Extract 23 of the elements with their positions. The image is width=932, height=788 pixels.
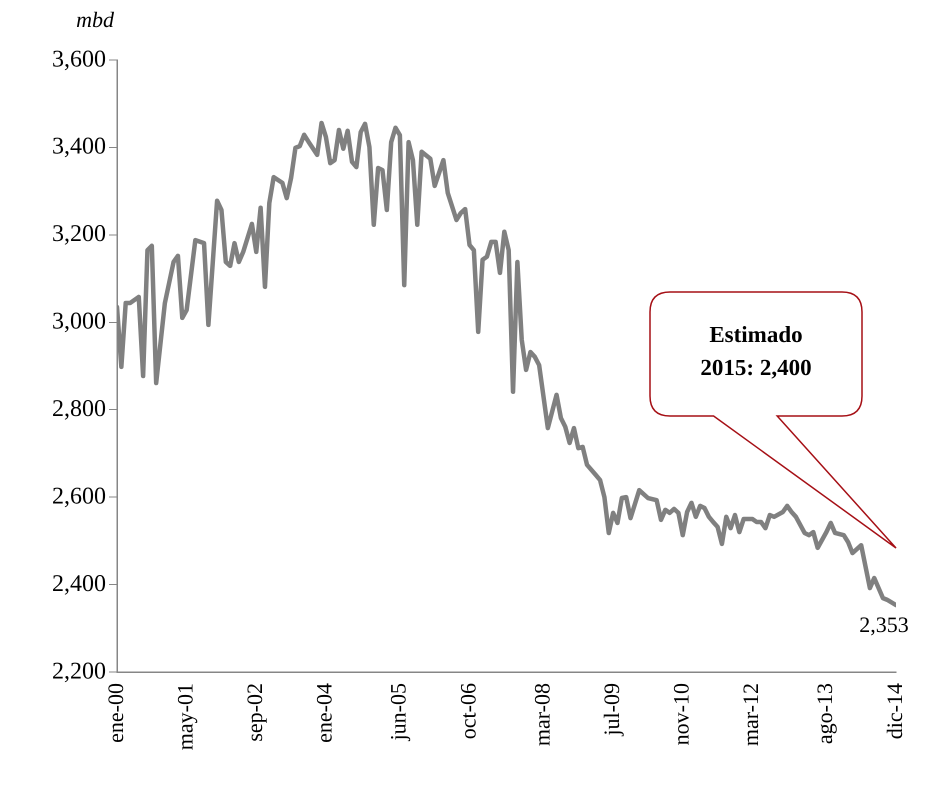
- y-tick-label: 3,600: [52, 46, 106, 72]
- y-tick-label: 2,200: [52, 658, 106, 684]
- annotation: 2,353: [859, 612, 909, 637]
- x-tick-label: mar-12: [738, 683, 764, 746]
- x-tick-label: ago-13: [812, 683, 838, 744]
- x-tick-label: jul-09: [598, 683, 624, 737]
- annotation: Estimado 2015: 2,400: [699, 321, 813, 382]
- x-tick-label: ene-00: [102, 683, 128, 743]
- y-tick-label: 2,400: [52, 570, 106, 597]
- y-tick-label: 2,800: [52, 396, 106, 422]
- y-tick-label: 2,600: [52, 483, 106, 510]
- y-tick-label: 3,400: [52, 134, 106, 160]
- x-tick-label: ene-04: [312, 683, 337, 743]
- y-tick-label: 3,000: [52, 308, 106, 335]
- y-tick-label: 3,200: [52, 221, 106, 248]
- x-tick-label: may-01: [172, 683, 198, 750]
- x-tick-label: sep-02: [242, 683, 268, 742]
- y-axis-title: mbd: [76, 6, 115, 32]
- x-tick-label: jun-05: [386, 683, 411, 742]
- x-tick-label: dic-14: [882, 683, 907, 740]
- x-tick-label: mar-08: [529, 683, 554, 746]
- x-tick-label: oct-06: [455, 683, 480, 740]
- x-tick-label: nov-10: [668, 683, 694, 746]
